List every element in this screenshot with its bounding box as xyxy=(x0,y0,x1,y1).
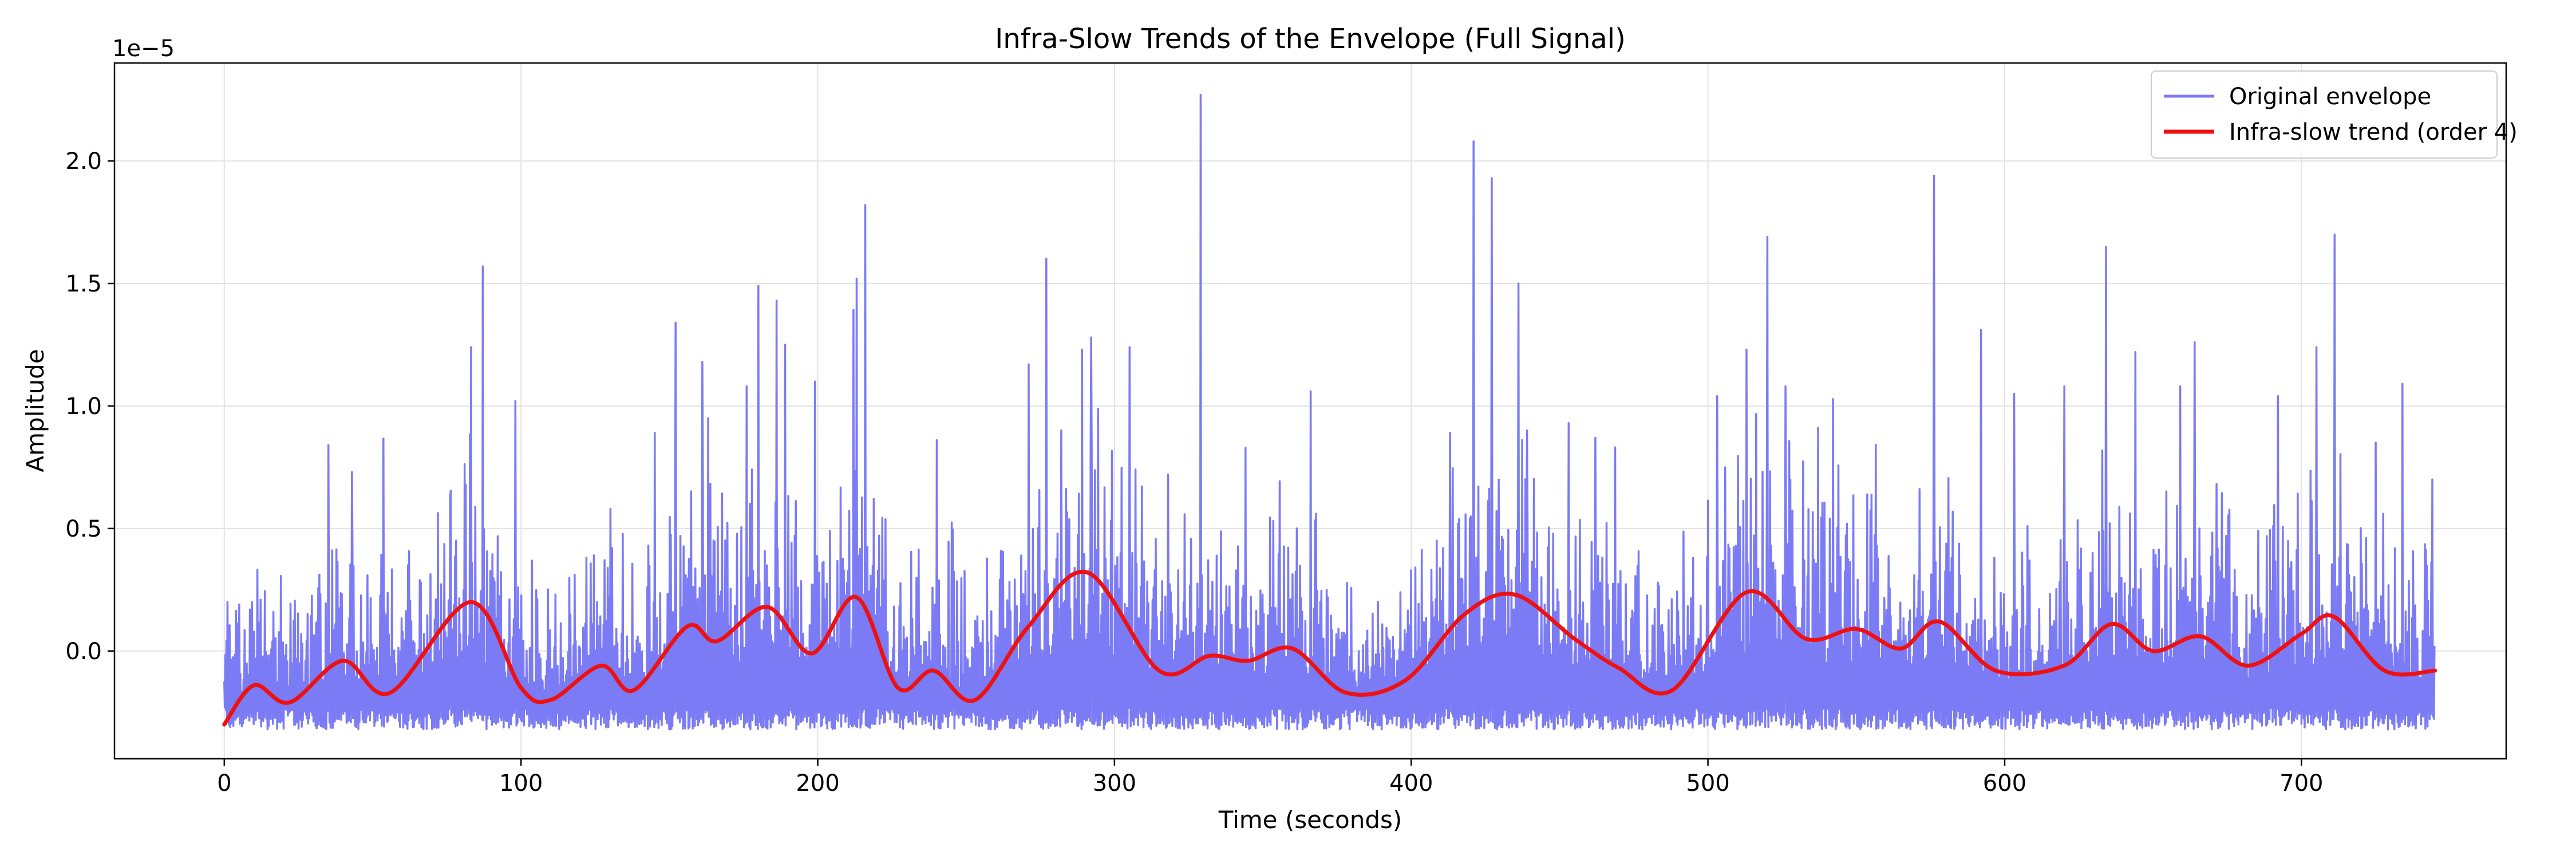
series-infra-slow-trend xyxy=(222,569,2437,727)
y-axis-label: Amplitude xyxy=(21,349,49,472)
chart-title: Infra-Slow Trends of the Envelope (Full … xyxy=(995,23,1626,55)
x-tick-label: 500 xyxy=(1686,770,1729,797)
y-tick-label: 1.5 xyxy=(65,271,102,297)
y-axis-offset-label: 1e−5 xyxy=(112,36,175,62)
x-tick-label: 0 xyxy=(217,770,231,797)
ticks: 0 100 200 300 400 500 600 700 0.0 0.5 1.0 1.5 2.0 xyxy=(65,148,2323,797)
y-tick-label: 2.0 xyxy=(65,148,102,175)
legend-frame xyxy=(2151,70,2498,159)
y-tick-label: 1.0 xyxy=(65,393,102,420)
x-tick-label: 700 xyxy=(2279,770,2323,797)
y-tick-label: 0.5 xyxy=(65,516,102,542)
x-tick-label: 600 xyxy=(1983,770,2026,797)
x-axis-label: Time (seconds) xyxy=(1218,806,1402,834)
x-tick-label: 400 xyxy=(1389,770,1433,797)
y-tick-label: 0.0 xyxy=(65,639,102,665)
x-tick-label: 300 xyxy=(1093,770,1136,797)
x-tick-label: 100 xyxy=(499,770,543,797)
legend-label-original-envelope: Original envelope xyxy=(2229,84,2431,110)
x-tick-label: 200 xyxy=(796,770,839,797)
legend-label-infra-slow-trend: Infra-slow trend (order 4) xyxy=(2229,119,2518,145)
series-layer xyxy=(222,93,2437,731)
legend: Original envelope Infra-slow trend (orde… xyxy=(2151,70,2518,159)
plot-area-frame xyxy=(113,62,2507,760)
